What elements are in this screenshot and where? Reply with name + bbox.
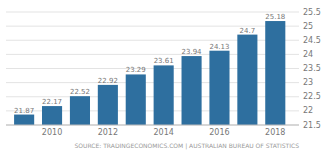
grid-line: [6, 12, 299, 13]
x-tick-label: 2012: [98, 128, 118, 137]
y-tick-label: 25: [303, 22, 313, 31]
source-note: SOURCE: TRADINGECONOMICS.COM | AUSTRALIA…: [74, 142, 299, 150]
x-tick-label: 2014: [153, 128, 173, 137]
x-tick-label: 2010: [42, 128, 62, 137]
y-tick-label: 23.5: [303, 64, 321, 73]
bar: [70, 96, 90, 125]
x-tick-label: 2018: [265, 128, 285, 137]
bars: [14, 21, 285, 125]
bar: [237, 35, 257, 125]
y-tick-label: 24.5: [303, 36, 321, 45]
data-label: 23.29: [126, 66, 146, 74]
y-tick-label: 22.5: [303, 92, 321, 101]
chart: 21.5 22 22.5 23 23.5 24 24.5 25 25.5 21.87 22.17 22…: [0, 0, 329, 153]
y-tick-label: 24: [303, 50, 313, 59]
y-tick-label: 22: [303, 106, 313, 115]
y-tick-label: 21.5: [303, 121, 321, 130]
data-label: 25.18: [265, 13, 285, 21]
data-label: 23.61: [154, 57, 174, 65]
data-label: 22.92: [98, 77, 118, 85]
y-tick-label: 23: [303, 78, 313, 87]
bar: [265, 21, 285, 125]
grid-line: [6, 125, 299, 126]
y-tick-label: 25.5: [303, 8, 321, 17]
data-label: 22.52: [70, 88, 90, 96]
bar: [126, 74, 146, 125]
bar: [14, 115, 34, 125]
data-label: 22.17: [42, 98, 62, 106]
bar: [182, 56, 202, 125]
data-label: 23.94: [182, 48, 203, 56]
x-axis-line: [6, 125, 299, 126]
y-grid: [6, 12, 299, 125]
data-label: 21.87: [14, 107, 34, 115]
bar: [98, 85, 118, 125]
bar: [42, 106, 62, 125]
data-label: 24.7: [240, 27, 256, 35]
bar: [154, 65, 174, 125]
x-tick-label: 2016: [209, 128, 229, 137]
bar: [209, 51, 229, 125]
data-label: 24.13: [209, 43, 229, 51]
